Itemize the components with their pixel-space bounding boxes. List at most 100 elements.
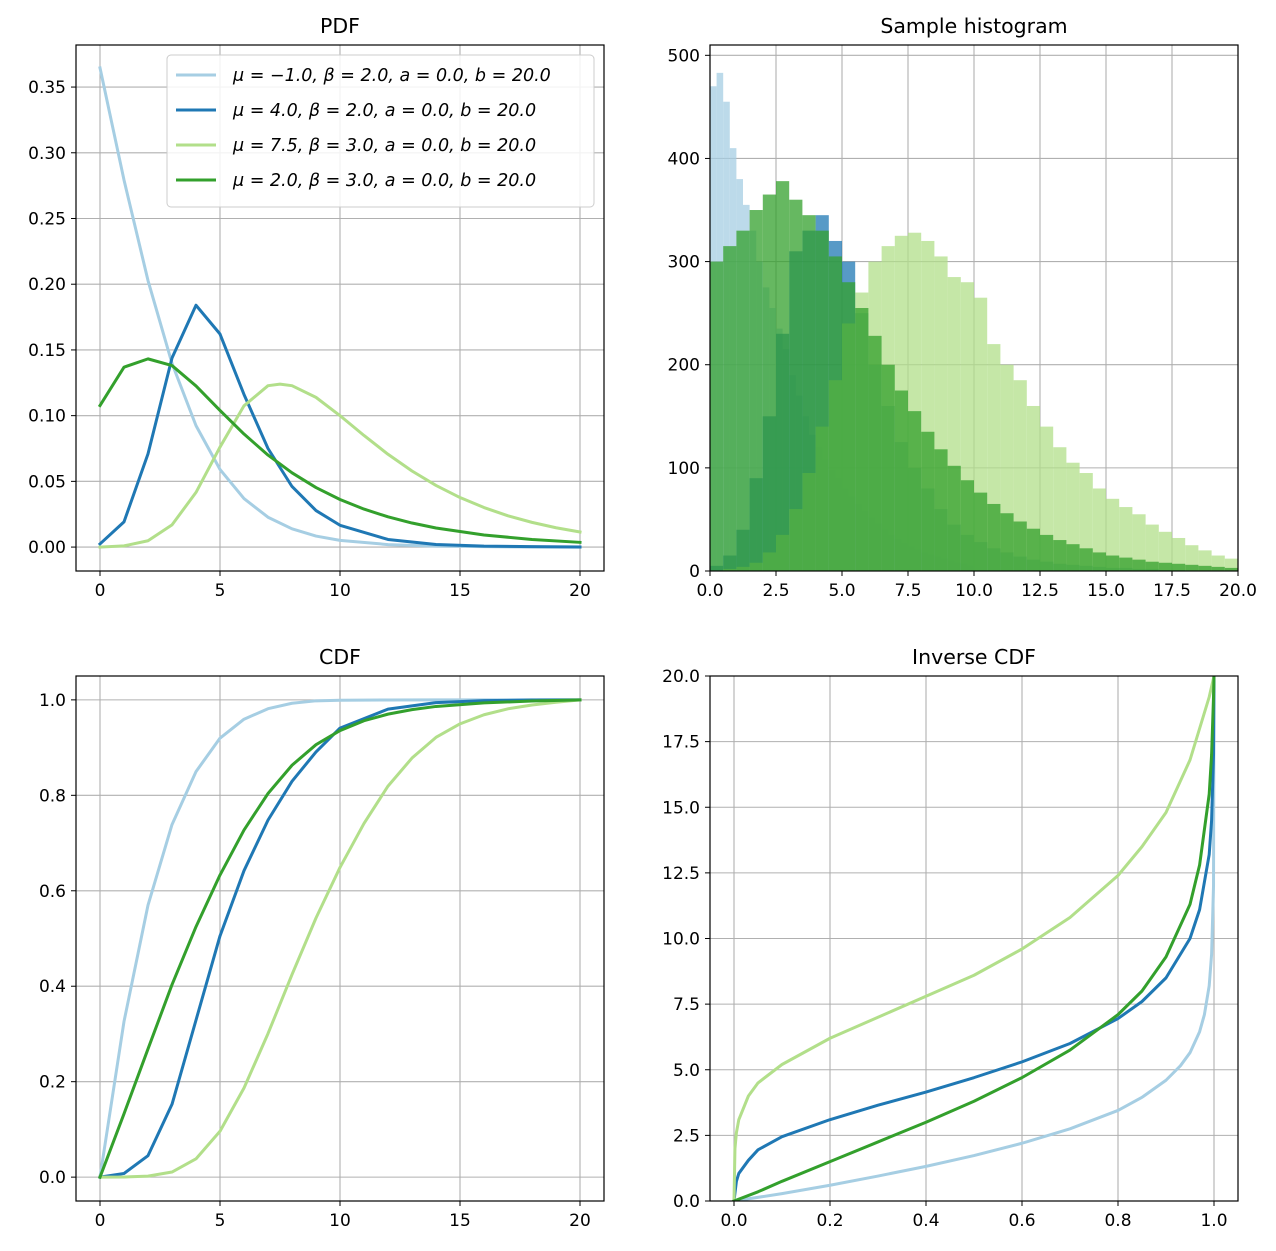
axes-frame [709, 675, 1239, 1202]
legend-label: μ = 7.5, β = 3.0, a = 0.0, b = 20.0 [232, 136, 536, 156]
x-tick-label: 15.0 [1087, 581, 1125, 601]
y-tick-label: 0.6 [39, 882, 66, 902]
x-tick-label: 0.0 [720, 1211, 747, 1231]
y-tick-label: 0.0 [39, 1168, 66, 1188]
histogram-bar [776, 181, 790, 571]
histogram-bar [1066, 544, 1080, 571]
x-tick-label: 5.0 [828, 581, 855, 601]
histogram-bar [1013, 521, 1027, 571]
y-tick-label: 0 [689, 562, 700, 582]
legend-label: μ = 4.0, β = 2.0, a = 0.0, b = 20.0 [232, 101, 536, 121]
series-line-2 [97, 303, 582, 549]
histogram-bar [1092, 488, 1106, 571]
x-tick-label: 0.2 [816, 1211, 843, 1231]
histogram-bar [1172, 563, 1186, 571]
panel-4: Inverse CDF 0.0 0.2 0.4 0.6 0.8 1.0 0.0 2.5 5.0 7.… [662, 645, 1239, 1231]
histogram-bar [789, 199, 803, 571]
y-tick-label: 10.0 [662, 930, 700, 950]
y-tick-label: 0.00 [28, 538, 66, 558]
x-tick-label: 10 [329, 581, 351, 601]
y-tick-label: 500 [668, 46, 700, 66]
x-tick-label: 0 [95, 581, 106, 601]
x-tick-label: 20 [569, 1211, 591, 1231]
x-tick-label: 0.6 [1008, 1211, 1035, 1231]
histogram-bar [736, 230, 750, 571]
y-tick-label: 100 [668, 459, 700, 479]
histogram-bar [1132, 559, 1146, 571]
series-line-1 [98, 698, 582, 1179]
y-tick-label: 0.35 [28, 78, 66, 98]
legend-box [166, 54, 595, 208]
histogram-bar [1145, 561, 1159, 571]
series-line-3 [98, 382, 582, 549]
histogram-bar [1185, 545, 1199, 571]
x-tick-label: 0.8 [1104, 1211, 1131, 1231]
histogram-bar [908, 411, 922, 571]
histogram-bar [947, 465, 961, 571]
x-tick-label: 5 [215, 1211, 226, 1231]
y-tick-label: 0.4 [39, 977, 66, 997]
grid [76, 676, 604, 1201]
histogram-bar [894, 390, 908, 571]
histogram-bar [1026, 528, 1040, 571]
histogram-bar [1158, 562, 1172, 571]
histogram-bar [934, 449, 948, 571]
panel-3: CDF 0 5 10 15 20 0.0 0.2 0.4 0.6 0.8 1.0 [39, 645, 605, 1231]
histogram-bar [1092, 552, 1106, 571]
series-line-1 [732, 676, 1216, 1201]
y-tick-label: 5.0 [673, 1061, 700, 1081]
y-tick-label: 1.0 [39, 691, 66, 711]
y-tick-label: 0.8 [39, 786, 66, 806]
histogram-bar [855, 308, 869, 571]
y-tick-label: 7.5 [673, 995, 700, 1015]
panel-1: PDF 0 5 10 15 20 0.00 0.05 0.10 0.15 0.20 0.25 0.30 0… [28, 14, 605, 601]
panel-title: Sample histogram [880, 14, 1067, 38]
histogram-bar [868, 335, 882, 571]
x-tick-label: 7.5 [894, 581, 921, 601]
histogram-series-4 [710, 181, 1238, 571]
x-tick-label: 0 [95, 1211, 106, 1231]
axes-frame [75, 675, 605, 1202]
y-tick-label: 0.20 [28, 275, 66, 295]
y-tick-label: 2.5 [673, 1126, 700, 1146]
x-tick-label: 17.5 [1153, 581, 1191, 601]
histogram-bar [828, 256, 842, 571]
histogram-bar [974, 492, 988, 571]
histogram-bar [921, 431, 935, 571]
histogram-bar [1158, 531, 1172, 571]
y-tick-label: 0.10 [28, 407, 66, 427]
plot-area [710, 72, 1238, 571]
x-tick-label: 10 [329, 1211, 351, 1231]
series-line-4 [97, 357, 582, 544]
x-tick-label: 0.0 [696, 581, 723, 601]
x-tick-label: 20.0 [1219, 581, 1257, 601]
x-tick-label: 20 [569, 581, 591, 601]
legend: μ = −1.0, β = 2.0, a = 0.0, b = 20.0 μ = … [166, 54, 595, 208]
histogram-bar [1040, 534, 1054, 571]
y-tick-label: 300 [668, 253, 700, 273]
histogram-bar [1198, 565, 1212, 571]
histogram-bar [815, 230, 829, 571]
histogram-bar [960, 480, 974, 571]
y-tick-label: 0.2 [39, 1073, 66, 1093]
y-tick-label: 0.05 [28, 472, 66, 492]
histogram-bar [1053, 540, 1067, 571]
histogram-bar [723, 246, 737, 571]
histogram-bar [842, 282, 856, 571]
x-tick-label: 15 [449, 581, 471, 601]
plot-area [732, 676, 1216, 1201]
y-tick-label: 0.25 [28, 209, 66, 229]
y-tick-label: 0.15 [28, 341, 66, 361]
histogram-bar [762, 194, 776, 571]
x-tick-label: 2.5 [762, 581, 789, 601]
x-tick-label: 0.4 [912, 1211, 939, 1231]
histogram-bar [1185, 564, 1199, 571]
histogram-bar [1145, 524, 1159, 571]
histogram-bar [1119, 557, 1133, 571]
panel-title: CDF [319, 645, 361, 669]
histogram-bar [1172, 537, 1186, 571]
histogram-bar [1106, 498, 1120, 571]
series-line-3 [732, 676, 1216, 1201]
histogram-bar [749, 210, 763, 571]
legend-label: μ = −1.0, β = 2.0, a = 0.0, b = 20.0 [232, 66, 551, 86]
